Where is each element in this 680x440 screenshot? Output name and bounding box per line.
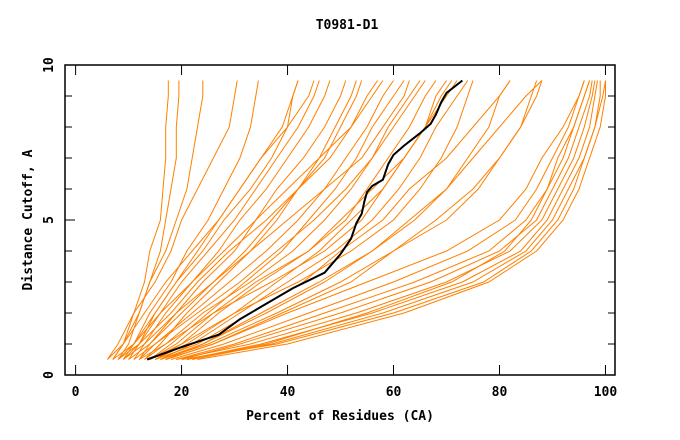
model-line-8	[117, 80, 320, 360]
model-line-18	[154, 80, 474, 360]
model-line-25	[176, 80, 596, 360]
model-line-21	[165, 80, 585, 360]
model-line-13	[149, 80, 405, 360]
x-axis-label: Percent of Residues (CA)	[246, 409, 434, 424]
model-line-37	[123, 80, 410, 360]
x-tick-label: 40	[280, 385, 296, 400]
model-line-41	[117, 80, 315, 360]
x-tick-label: 60	[386, 385, 402, 400]
model-line-39	[122, 80, 379, 360]
model-line-4	[112, 80, 238, 360]
model-line-29	[197, 80, 606, 360]
axis-ticks: 0 20 40 60 80 100 0 5 10	[42, 57, 617, 400]
model-line-15	[154, 80, 437, 360]
model-line-17	[160, 80, 469, 360]
model-line-14	[144, 80, 421, 360]
highlighted-model-line	[146, 79, 464, 361]
x-tick-label: 100	[594, 385, 618, 400]
model-line-36	[133, 80, 426, 360]
model-line-5	[122, 80, 259, 360]
y-tick-label: 10	[42, 57, 57, 73]
model-line-35	[138, 80, 447, 360]
model-line-31	[149, 80, 458, 360]
model-line-22	[170, 80, 585, 360]
model-line-20	[160, 80, 538, 360]
model-line-30	[186, 80, 591, 360]
model-line-38	[112, 80, 384, 360]
y-axis-label: Distance Cutoff, A	[21, 149, 36, 290]
model-line-40	[107, 80, 299, 360]
model-line-11	[128, 80, 363, 360]
model-line-33	[160, 80, 543, 360]
model-line-12	[138, 80, 394, 360]
model-line-10	[144, 80, 357, 360]
model-line-1	[106, 80, 169, 360]
model-line-24	[181, 80, 593, 360]
chart-title: T0981-D1	[316, 18, 379, 33]
model-line-3	[117, 80, 204, 360]
y-tick-label: 0	[42, 371, 57, 379]
x-tick-label: 0	[72, 385, 80, 400]
model-line-26	[186, 80, 598, 360]
model-line-34	[165, 80, 543, 360]
model-line-28	[181, 80, 606, 360]
x-tick-label: 20	[174, 385, 190, 400]
model-lines	[106, 79, 606, 361]
model-line-16	[149, 80, 453, 360]
model-line-27	[192, 80, 601, 360]
model-line-7	[133, 80, 331, 360]
y-tick-label: 5	[42, 216, 57, 224]
model-line-2	[112, 80, 180, 360]
model-line-19	[165, 80, 511, 360]
x-tick-label: 80	[492, 385, 508, 400]
